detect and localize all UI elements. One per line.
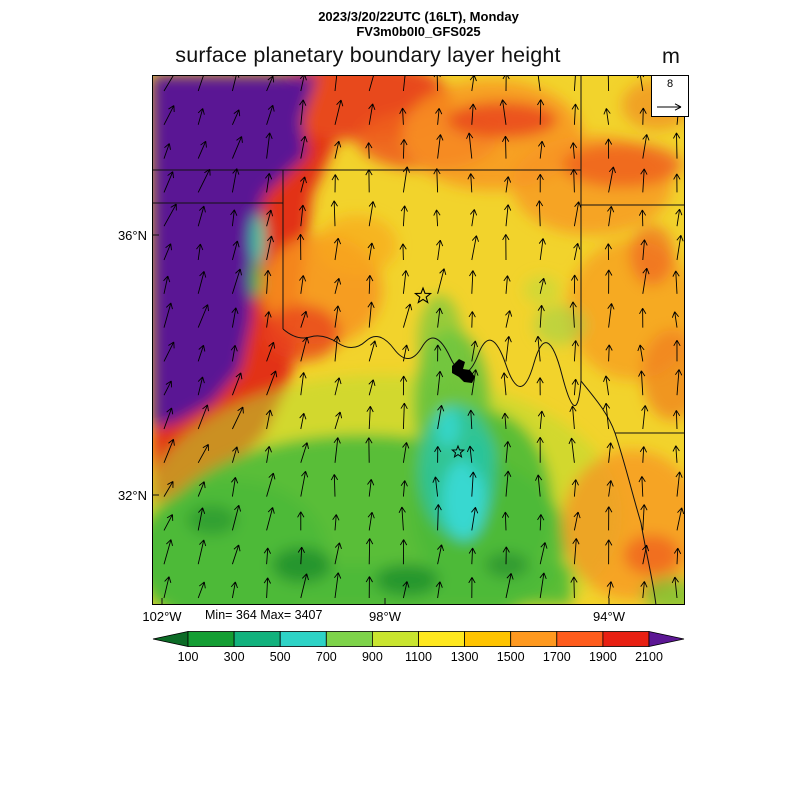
datetime-label: 2023/3/20/22UTC (16LT), Monday (318, 9, 519, 24)
colorbar (152, 631, 685, 647)
colorbar-tick-label: 1700 (542, 650, 571, 664)
wind-reference-arrow-icon (657, 103, 682, 111)
colorbar-tick-label: 1500 (496, 650, 525, 664)
min-max-label: Min= 364 Max= 3407 (205, 608, 323, 622)
colorbar-tick-label: 900 (361, 650, 383, 664)
x-tick-label-94w: 94°W (593, 609, 625, 624)
y-tick-label-36n: 36°N (117, 228, 147, 243)
x-tick-label-98w: 98°W (369, 609, 401, 624)
map-frame (152, 75, 685, 605)
wind-reference-value: 8 (666, 78, 674, 90)
pbl-map-canvas (152, 75, 685, 605)
units-label: m (662, 44, 680, 68)
map-area (152, 75, 685, 605)
model-label: FV3m0b0I0_GFS025 (356, 24, 481, 39)
plot-header: 2023/3/20/22UTC (16LT), Monday FV3m0b0I0… (152, 9, 685, 39)
colorbar-tick-label: 1900 (588, 650, 617, 664)
colorbar-tick-label: 700 (315, 650, 337, 664)
colorbar-labels: 100 300 500 700 900 1100 1300 1500 1700 1900 2100 (152, 650, 685, 666)
colorbar-tick-label: 100 (177, 650, 199, 664)
colorbar-tick-label: 1300 (450, 650, 479, 664)
colorbar-tick-label: 300 (223, 650, 245, 664)
lake-blob (452, 359, 475, 383)
colorbar-tick-label: 500 (269, 650, 291, 664)
wind-arrows (163, 75, 685, 599)
pbl-field-blobs (152, 75, 685, 605)
colorbar-tick-label: 2100 (635, 650, 663, 664)
y-tick-label-32n: 32°N (117, 488, 147, 503)
colorbar-tick-label: 1100 (405, 650, 432, 664)
star-marker-south (451, 444, 465, 459)
state-borders (152, 75, 685, 605)
star-marker-north (413, 286, 433, 304)
x-tick-label-102w: 102°W (142, 609, 182, 624)
wind-reference-box: 8 (651, 75, 689, 117)
plot-title: surface planetary boundary layer height (175, 43, 561, 67)
